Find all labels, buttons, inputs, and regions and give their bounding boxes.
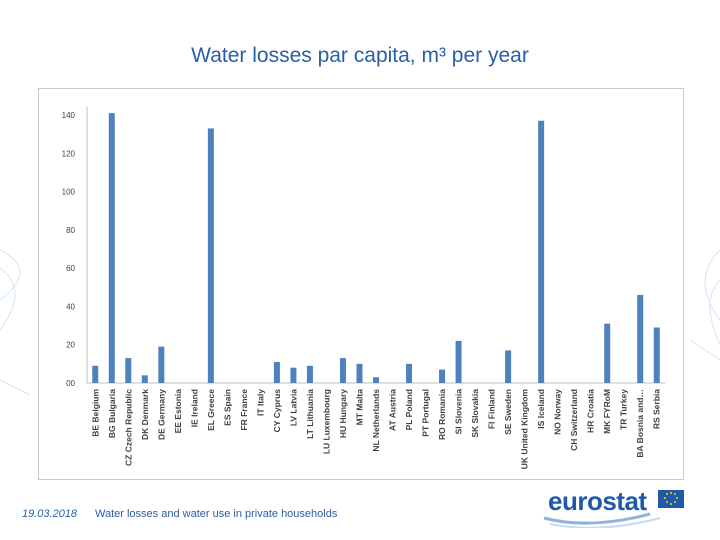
x-tick-label: RS Serbia [652,389,662,429]
x-tick-label: FI Finland [487,389,497,429]
y-tick-label: 100 [62,188,76,197]
x-tick-label: LU Luxembourg [321,389,331,454]
x-tick-label: HR Croatia [586,389,596,433]
bar [604,323,611,383]
x-tick-label: MT Malta [354,389,364,426]
bar [538,120,545,383]
x-tick-label: BE Belgium [90,389,100,437]
bar [290,367,297,383]
bar-chart: 00 20 40 60 80 100 120 140 BE Belgium BG Bulgaria… [62,107,665,470]
y-tick-label: 00 [66,379,75,388]
x-tick-label: TR Turkey [619,389,629,430]
bar [108,113,115,383]
bar [306,365,313,383]
y-tick-label: 80 [66,226,75,235]
x-tick-label: DE Germany [156,389,166,440]
x-tick-label: SK Slovakia [470,389,480,438]
bar [373,377,379,383]
bar [406,363,413,383]
x-tick-label: IE Ireland [189,389,199,427]
chart-frame: 00 20 40 60 80 100 120 140 BE Belgium BG Bulgaria… [38,88,684,480]
x-tick-label: SE Sweden [503,389,513,435]
y-tick-label: 20 [66,341,75,350]
bar [637,294,644,383]
bar [439,369,446,383]
footer-date: 19.03.2018 [22,508,78,520]
x-tick-label: NO Norway [553,389,563,435]
bar [653,327,660,383]
y-tick-label: 60 [66,264,75,273]
y-tick-label: 40 [66,302,75,311]
x-tick-label: CH Switzerland [569,389,579,451]
x-tick-label: EL Greece [206,389,216,431]
x-tick-label: CY Cyprus [272,389,282,433]
bar [141,375,148,383]
bar [158,346,165,383]
x-tick-label: FR France [239,389,249,431]
x-tick-label: PL Poland [404,389,414,430]
bar [92,365,99,383]
logo-swoosh-icon [543,490,684,528]
x-tick-label: ES Spain [222,389,232,426]
bar [505,350,512,383]
bar [207,128,214,383]
y-tick-label: 120 [62,149,76,158]
bar [273,361,280,383]
x-tick-label: LT Lithuania [305,389,315,439]
x-tick-label: MK FYRoM [602,389,612,434]
x-tick-label: BG Bulgaria [107,389,117,438]
x-tick-label: DK Denmark [140,389,150,440]
bar [455,340,462,383]
x-tick-label: IS Iceland [536,389,546,429]
bar [125,358,132,383]
x-tick-label: RO Romania [437,389,447,440]
slide-title: Water losses par capita, m³ per year [191,44,529,67]
x-tick-label: EE Estonia [173,389,183,434]
bar [339,358,346,383]
x-tick-label: IT Italy [255,389,265,416]
footer-text: Water losses and water use in private ho… [95,508,338,520]
logo-wordmark: eurostat [548,486,647,516]
eurostat-logo: eurostat [540,484,690,528]
x-tick-label: PT Portugal [421,389,431,437]
x-tick-label: HU Hungary [338,389,348,438]
bar [356,363,363,383]
y-tick-label: 140 [62,111,76,120]
x-tick-label: CZ Czech Republic [123,389,133,466]
x-tick-label: UK United Kingdom [520,389,530,470]
x-tick-label: SI Slovenia [454,389,464,435]
x-tick-label: AT Austria [388,389,398,431]
x-tick-label: LV Latvia [288,389,298,426]
x-tick-label: NL Netherlands [371,389,381,452]
x-tick-label: BA Bosnia and… [635,389,645,458]
